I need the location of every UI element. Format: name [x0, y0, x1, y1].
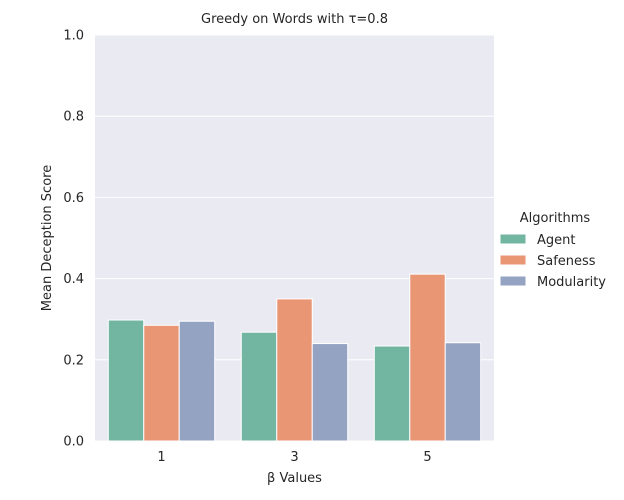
legend: Algorithms Agent Safeness Modularity	[499, 211, 606, 290]
bar-safeness-1	[143, 324, 180, 442]
bars	[107, 273, 482, 442]
x-tick-label: 5	[423, 450, 431, 465]
y-tick-label: 0.4	[63, 272, 84, 287]
y-tick-label: 1.0	[63, 29, 84, 44]
y-tick-labels: 0.0 0.2 0.4 0.6 0.8 1.0	[63, 29, 84, 450]
bar-agent-3	[240, 331, 278, 442]
legend-label-safeness: Safeness	[537, 254, 596, 269]
legend-label-modularity: Modularity	[537, 275, 606, 290]
bar-agent-1	[107, 319, 145, 442]
x-tick-label: 3	[290, 450, 298, 465]
y-axis-label: Mean Deception Score	[40, 165, 55, 311]
bar-safeness-5	[409, 273, 446, 442]
y-tick-label: 0.6	[63, 191, 84, 206]
chart-title: Greedy on Words with τ=0.8	[201, 12, 388, 27]
x-tick-labels: 1 3 5	[157, 450, 431, 465]
legend-swatch-safeness	[499, 254, 527, 266]
legend-swatch-modularity	[499, 275, 527, 287]
legend-title: Algorithms	[520, 211, 591, 226]
bar-safeness-3	[276, 298, 313, 442]
bar-modularity-1	[178, 320, 216, 442]
bar-modularity-5	[444, 342, 482, 442]
bar-modularity-3	[311, 343, 349, 442]
legend-swatch-agent	[499, 233, 527, 245]
y-tick-label: 0.8	[63, 110, 84, 125]
y-tick-label: 0.0	[63, 435, 84, 450]
x-axis-label: β Values	[267, 471, 322, 486]
y-tick-label: 0.2	[63, 353, 84, 368]
x-tick-label: 1	[157, 450, 165, 465]
bar-agent-5	[373, 345, 411, 442]
legend-label-agent: Agent	[537, 233, 575, 248]
